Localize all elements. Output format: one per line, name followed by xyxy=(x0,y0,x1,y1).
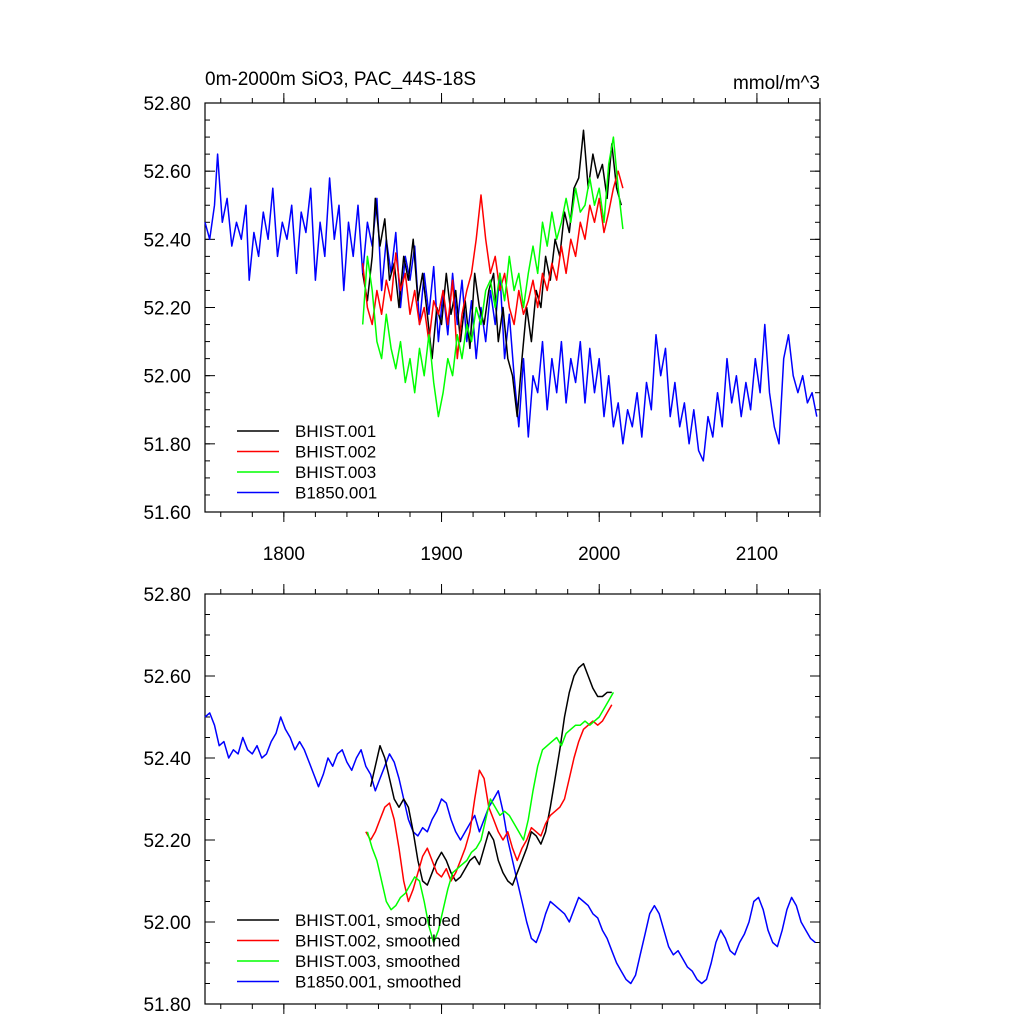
series-line-3 xyxy=(204,153,818,462)
axis-ticks xyxy=(205,93,821,522)
x-tick-labels: 1800 1900 2000 2100 xyxy=(263,544,778,565)
y-tick-label: 52.00 xyxy=(143,367,191,388)
legend-label: BHIST.001 xyxy=(295,422,376,441)
top-panel: 0m-2000m SiO3, PAC_44S-18S mmol/m^3 51.6… xyxy=(143,69,821,565)
y-tick-label: 51.80 xyxy=(143,435,191,456)
y-tick-label: 52.40 xyxy=(143,230,191,251)
series-lines xyxy=(204,662,816,985)
legend-label: BHIST.002, smoothed xyxy=(295,932,460,951)
series-lines xyxy=(204,129,818,462)
legend-label: B1850.001 xyxy=(295,484,377,503)
legend-label: B1850.001, smoothed xyxy=(295,973,461,992)
y-tick-labels: 51.80 52.00 52.20 52.40 52.60 52.80 xyxy=(143,585,191,1016)
units-label: mmol/m^3 xyxy=(733,73,820,94)
series-line-1 xyxy=(361,170,624,360)
x-tick-label: 2100 xyxy=(736,544,778,565)
axis-ticks xyxy=(205,584,821,1014)
legend-label: BHIST.003 xyxy=(295,463,376,482)
y-tick-label: 52.80 xyxy=(143,94,191,115)
series-line-0 xyxy=(369,662,612,886)
x-tick-label: 2000 xyxy=(578,544,620,565)
x-tick-label: 1800 xyxy=(263,544,305,565)
y-tick-label: 52.20 xyxy=(143,831,191,852)
series-line-3 xyxy=(204,712,816,985)
chart-title: 0m-2000m SiO3, PAC_44S-18S xyxy=(205,69,476,90)
y-tick-label: 52.20 xyxy=(143,299,191,320)
y-tick-labels: 51.60 51.80 52.00 52.20 52.40 52.60 52.80 xyxy=(143,94,191,524)
legend-label: BHIST.001, smoothed xyxy=(295,911,460,930)
legend-label: BHIST.003, smoothed xyxy=(295,952,460,971)
legend-label: BHIST.002 xyxy=(295,443,376,462)
series-line-2 xyxy=(366,692,615,944)
bottom-panel: 51.80 52.00 52.20 52.40 52.60 52.80 BHIST.001… xyxy=(143,584,821,1016)
y-tick-label: 52.40 xyxy=(143,749,191,770)
y-tick-label: 52.80 xyxy=(143,585,191,606)
y-tick-label: 52.60 xyxy=(143,667,191,688)
y-tick-label: 51.80 xyxy=(143,995,191,1016)
x-tick-label: 1900 xyxy=(420,544,462,565)
y-tick-label: 51.60 xyxy=(143,503,191,524)
legend: BHIST.001, smoothed BHIST.002, smoothedBH… xyxy=(237,911,461,992)
series-line-2 xyxy=(361,136,624,418)
y-tick-label: 52.60 xyxy=(143,162,191,183)
y-tick-label: 52.00 xyxy=(143,913,191,934)
